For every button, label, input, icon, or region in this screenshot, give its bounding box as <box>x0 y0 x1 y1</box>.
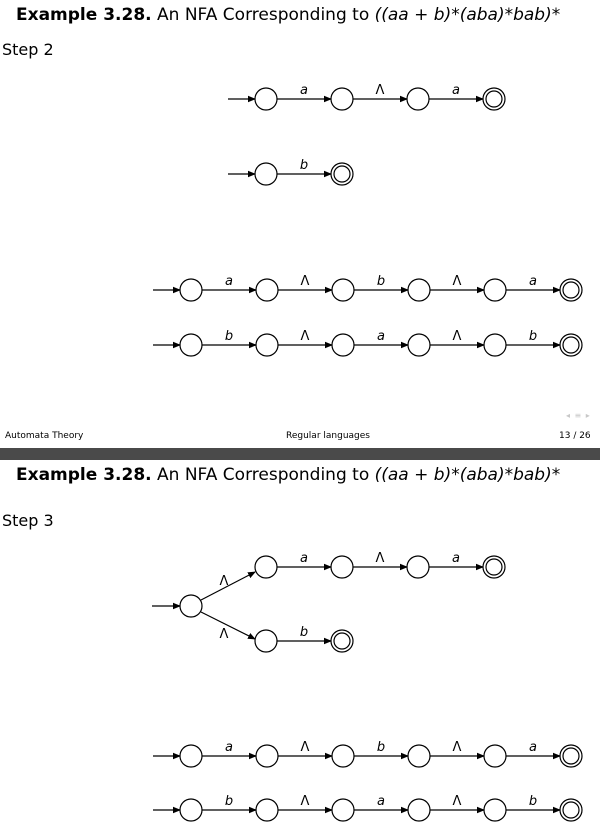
footer-course: Automata Theory <box>5 431 84 441</box>
state <box>330 555 354 579</box>
lambda-label: Λ <box>453 329 462 344</box>
state <box>254 87 278 111</box>
transition-label: b <box>377 740 385 755</box>
transition-label: a <box>377 794 385 809</box>
state <box>254 555 278 579</box>
example-label: Example 3.28. <box>16 5 152 25</box>
state <box>179 744 203 768</box>
transition-label: b <box>300 158 308 173</box>
state <box>331 333 355 357</box>
navigation-symbols[interactable]: ◂ ≡ ▸ <box>566 411 591 420</box>
lambda-label: Λ <box>453 274 462 289</box>
accepting-state-inner-ring <box>333 632 351 650</box>
accepting-state-inner-ring <box>562 747 580 765</box>
transition-label: b <box>529 329 537 344</box>
lambda-transition-arrow <box>200 611 256 640</box>
transition-label: b <box>225 794 233 809</box>
state <box>407 798 431 822</box>
state <box>179 798 203 822</box>
footer-page-number: 13 / 26 <box>559 431 591 441</box>
transition-label: b <box>300 625 308 640</box>
lambda-transition-arrow <box>200 571 256 601</box>
transition-label: b <box>529 794 537 809</box>
state <box>406 87 430 111</box>
title-text: An NFA Corresponding to <box>157 465 370 485</box>
state <box>255 798 279 822</box>
state <box>331 278 355 302</box>
accepting-state-inner-ring <box>562 801 580 819</box>
lambda-label: Λ <box>301 274 310 289</box>
transition-label: a <box>452 83 460 98</box>
state <box>179 333 203 357</box>
state <box>255 744 279 768</box>
state <box>331 744 355 768</box>
title-regex: ((aa + b)*(aba)*bab)* <box>374 465 561 485</box>
lambda-label: Λ <box>301 329 310 344</box>
footer-topic: Regular languages <box>286 431 370 441</box>
state <box>330 87 354 111</box>
lambda-label: Λ <box>453 740 462 755</box>
state <box>483 333 507 357</box>
transition-label: a <box>225 740 233 755</box>
state <box>254 162 278 186</box>
slide-title: Example 3.28. An NFA Corresponding to ((… <box>16 5 560 25</box>
transition-label: a <box>529 274 537 289</box>
transition-label: b <box>377 274 385 289</box>
state <box>406 555 430 579</box>
state <box>179 594 203 618</box>
lambda-label: Λ <box>220 574 229 589</box>
state <box>483 798 507 822</box>
transition-label: a <box>452 551 460 566</box>
lambda-label: Λ <box>453 794 462 809</box>
accepting-state-inner-ring <box>562 336 580 354</box>
state <box>407 333 431 357</box>
accepting-state-inner-ring <box>562 281 580 299</box>
state <box>255 333 279 357</box>
state <box>254 629 278 653</box>
state <box>407 278 431 302</box>
lambda-label: Λ <box>301 740 310 755</box>
transition-label: a <box>529 740 537 755</box>
slide-title: Example 3.28. An NFA Corresponding to ((… <box>16 465 560 485</box>
state <box>407 744 431 768</box>
lambda-label: Λ <box>220 627 229 642</box>
transition-label: a <box>300 83 308 98</box>
step-heading: Step 3 <box>2 511 54 530</box>
title-text: An NFA Corresponding to <box>157 5 370 25</box>
transition-label: a <box>225 274 233 289</box>
lambda-label: Λ <box>376 83 385 98</box>
lambda-label: Λ <box>376 551 385 566</box>
state <box>331 798 355 822</box>
transition-label: a <box>377 329 385 344</box>
title-regex: ((aa + b)*(aba)*bab)* <box>374 5 561 25</box>
transition-label: a <box>300 551 308 566</box>
state <box>483 278 507 302</box>
accepting-state-inner-ring <box>485 90 503 108</box>
lambda-label: Λ <box>301 794 310 809</box>
state <box>483 744 507 768</box>
state <box>255 278 279 302</box>
state <box>179 278 203 302</box>
accepting-state-inner-ring <box>485 558 503 576</box>
example-label: Example 3.28. <box>16 465 152 485</box>
transition-label: b <box>225 329 233 344</box>
accepting-state-inner-ring <box>333 165 351 183</box>
step-heading: Step 2 <box>2 40 54 59</box>
slide-divider <box>0 448 600 460</box>
